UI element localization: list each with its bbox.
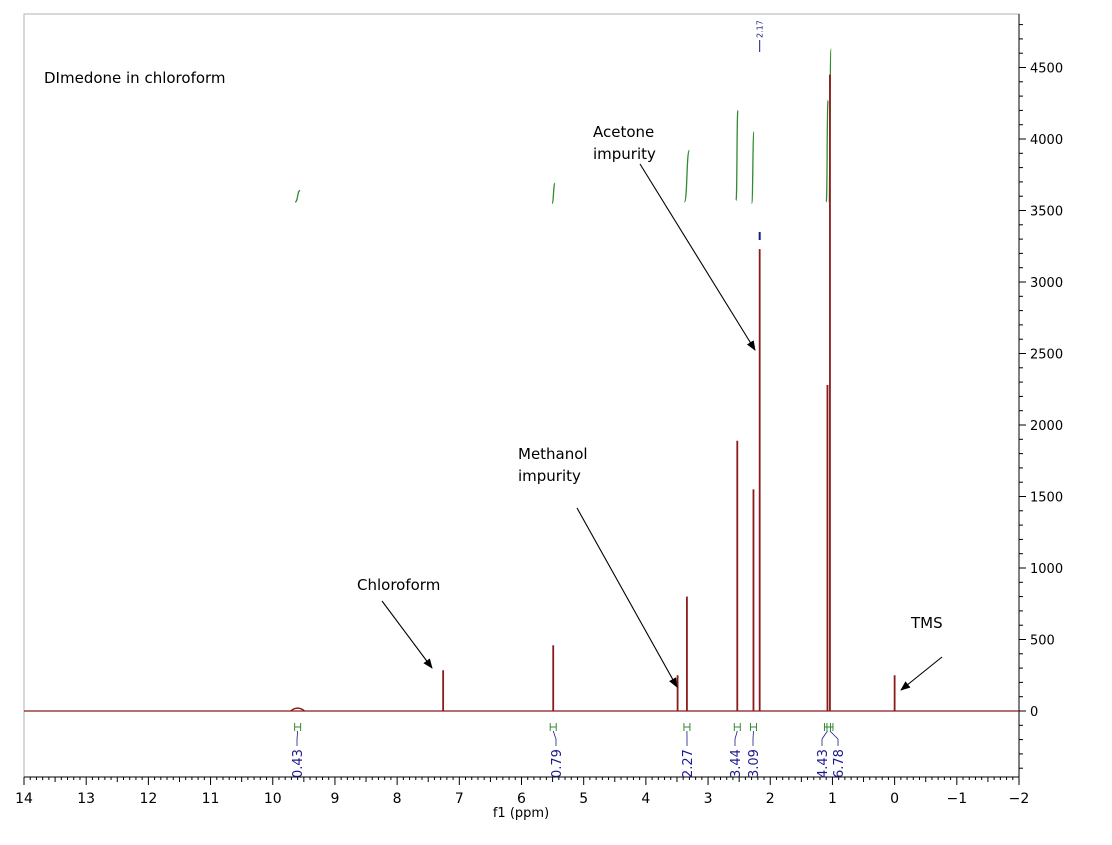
- x-tick-label: 6: [517, 791, 526, 807]
- x-tick-label: 11: [202, 791, 220, 807]
- spectrum-trace: [24, 74, 1019, 712]
- annotation-acetone-text2: impurity: [593, 145, 656, 163]
- y-tick-label: 500: [1030, 634, 1055, 649]
- annotation-chloroform-arrow: [381, 600, 433, 669]
- y-axis-ticks: 0 500 1000 1500 2000 2500 3000 3500 4000 4500: [1019, 24, 1063, 769]
- integral-curve: [683, 149, 691, 203]
- y-tick-label: 3500: [1030, 205, 1063, 220]
- x-tick-label: 0: [890, 791, 899, 807]
- integral-connector: [734, 730, 738, 740]
- y-tick-label: 3000: [1030, 276, 1063, 291]
- annotation-tms-text: TMS: [910, 614, 943, 632]
- x-tick-label: 13: [77, 791, 95, 807]
- x-tick-label: 2: [766, 791, 775, 807]
- y-tick-label: 4500: [1030, 62, 1063, 77]
- integral-curve: [294, 189, 301, 203]
- x-tick-label: 8: [393, 791, 402, 807]
- y-tick-label: 2500: [1030, 348, 1063, 363]
- peak-label-text: 2.17: [756, 20, 765, 38]
- x-tick-label: 3: [704, 791, 713, 807]
- annotation-methanol-arrow: [576, 507, 678, 688]
- annotation-chloroform: Chloroform: [357, 576, 440, 669]
- annotation-tms-arrow: [900, 656, 943, 691]
- spectrum-peak: [290, 707, 306, 712]
- integral-labels: 0.43 0.79 2.27 3.44 3.09 4.43 6.78: [291, 723, 847, 778]
- x-tick-label: −2: [1009, 791, 1030, 807]
- chart-title: DImedone in chloroform: [44, 69, 226, 87]
- integral-value-label: 4.43: [816, 749, 831, 778]
- y-tick-label: 1000: [1030, 562, 1063, 577]
- integral-connector: [552, 730, 557, 740]
- annotation-acetone-arrow: [639, 163, 756, 351]
- x-axis-label: f1 (ppm): [493, 806, 549, 821]
- x-tick-label: 5: [579, 791, 588, 807]
- y-tick-label: 0: [1030, 705, 1038, 720]
- x-tick-label: 14: [15, 791, 33, 807]
- annotation-acetone-text: Acetone: [593, 123, 654, 141]
- x-tick-label: 12: [139, 791, 157, 807]
- integral-connector: [829, 730, 839, 740]
- integral-curve: [750, 131, 755, 204]
- x-tick-label: 4: [641, 791, 650, 807]
- y-tick-label: 2000: [1030, 419, 1063, 434]
- integral-value-label: 3.44: [729, 749, 744, 778]
- annotation-methanol: Methanol impurity: [518, 445, 678, 688]
- annotation-methanol-text2: impurity: [518, 467, 581, 485]
- y-tick-label: 4000: [1030, 133, 1063, 148]
- peak-labels: 2.17: [756, 20, 765, 240]
- integral-connector: [296, 730, 299, 740]
- integral-value-label: 0.79: [550, 749, 565, 778]
- y-tick-label: 1500: [1030, 491, 1063, 506]
- x-tick-label: −1: [946, 791, 967, 807]
- integral-connector: [821, 730, 828, 740]
- annotation-chloroform-text: Chloroform: [357, 576, 440, 594]
- integral-curve: [551, 182, 556, 204]
- x-tick-label: 7: [455, 791, 464, 807]
- integral-value-label: 6.78: [832, 749, 847, 778]
- x-tick-label: 9: [330, 791, 339, 807]
- annotation-methanol-text: Methanol: [518, 445, 588, 463]
- integral-curves: [294, 48, 832, 204]
- integral-value-label: 0.43: [291, 749, 306, 778]
- integral-curve: [825, 99, 829, 203]
- integral-value-label: 2.27: [681, 749, 696, 778]
- x-axis-ticks: 14 13 12 11 10 9 8 7 6 5 4 3 2 1 0 −1 −2: [15, 777, 1029, 807]
- plot-frame: [23, 13, 1020, 778]
- x-tick-label: 10: [264, 791, 282, 807]
- x-tick-label: 1: [828, 791, 837, 807]
- integral-value-label: 3.09: [747, 749, 762, 778]
- annotation-tms: TMS: [900, 614, 943, 691]
- integral-curve: [735, 109, 739, 202]
- annotation-acetone: Acetone impurity: [593, 123, 756, 351]
